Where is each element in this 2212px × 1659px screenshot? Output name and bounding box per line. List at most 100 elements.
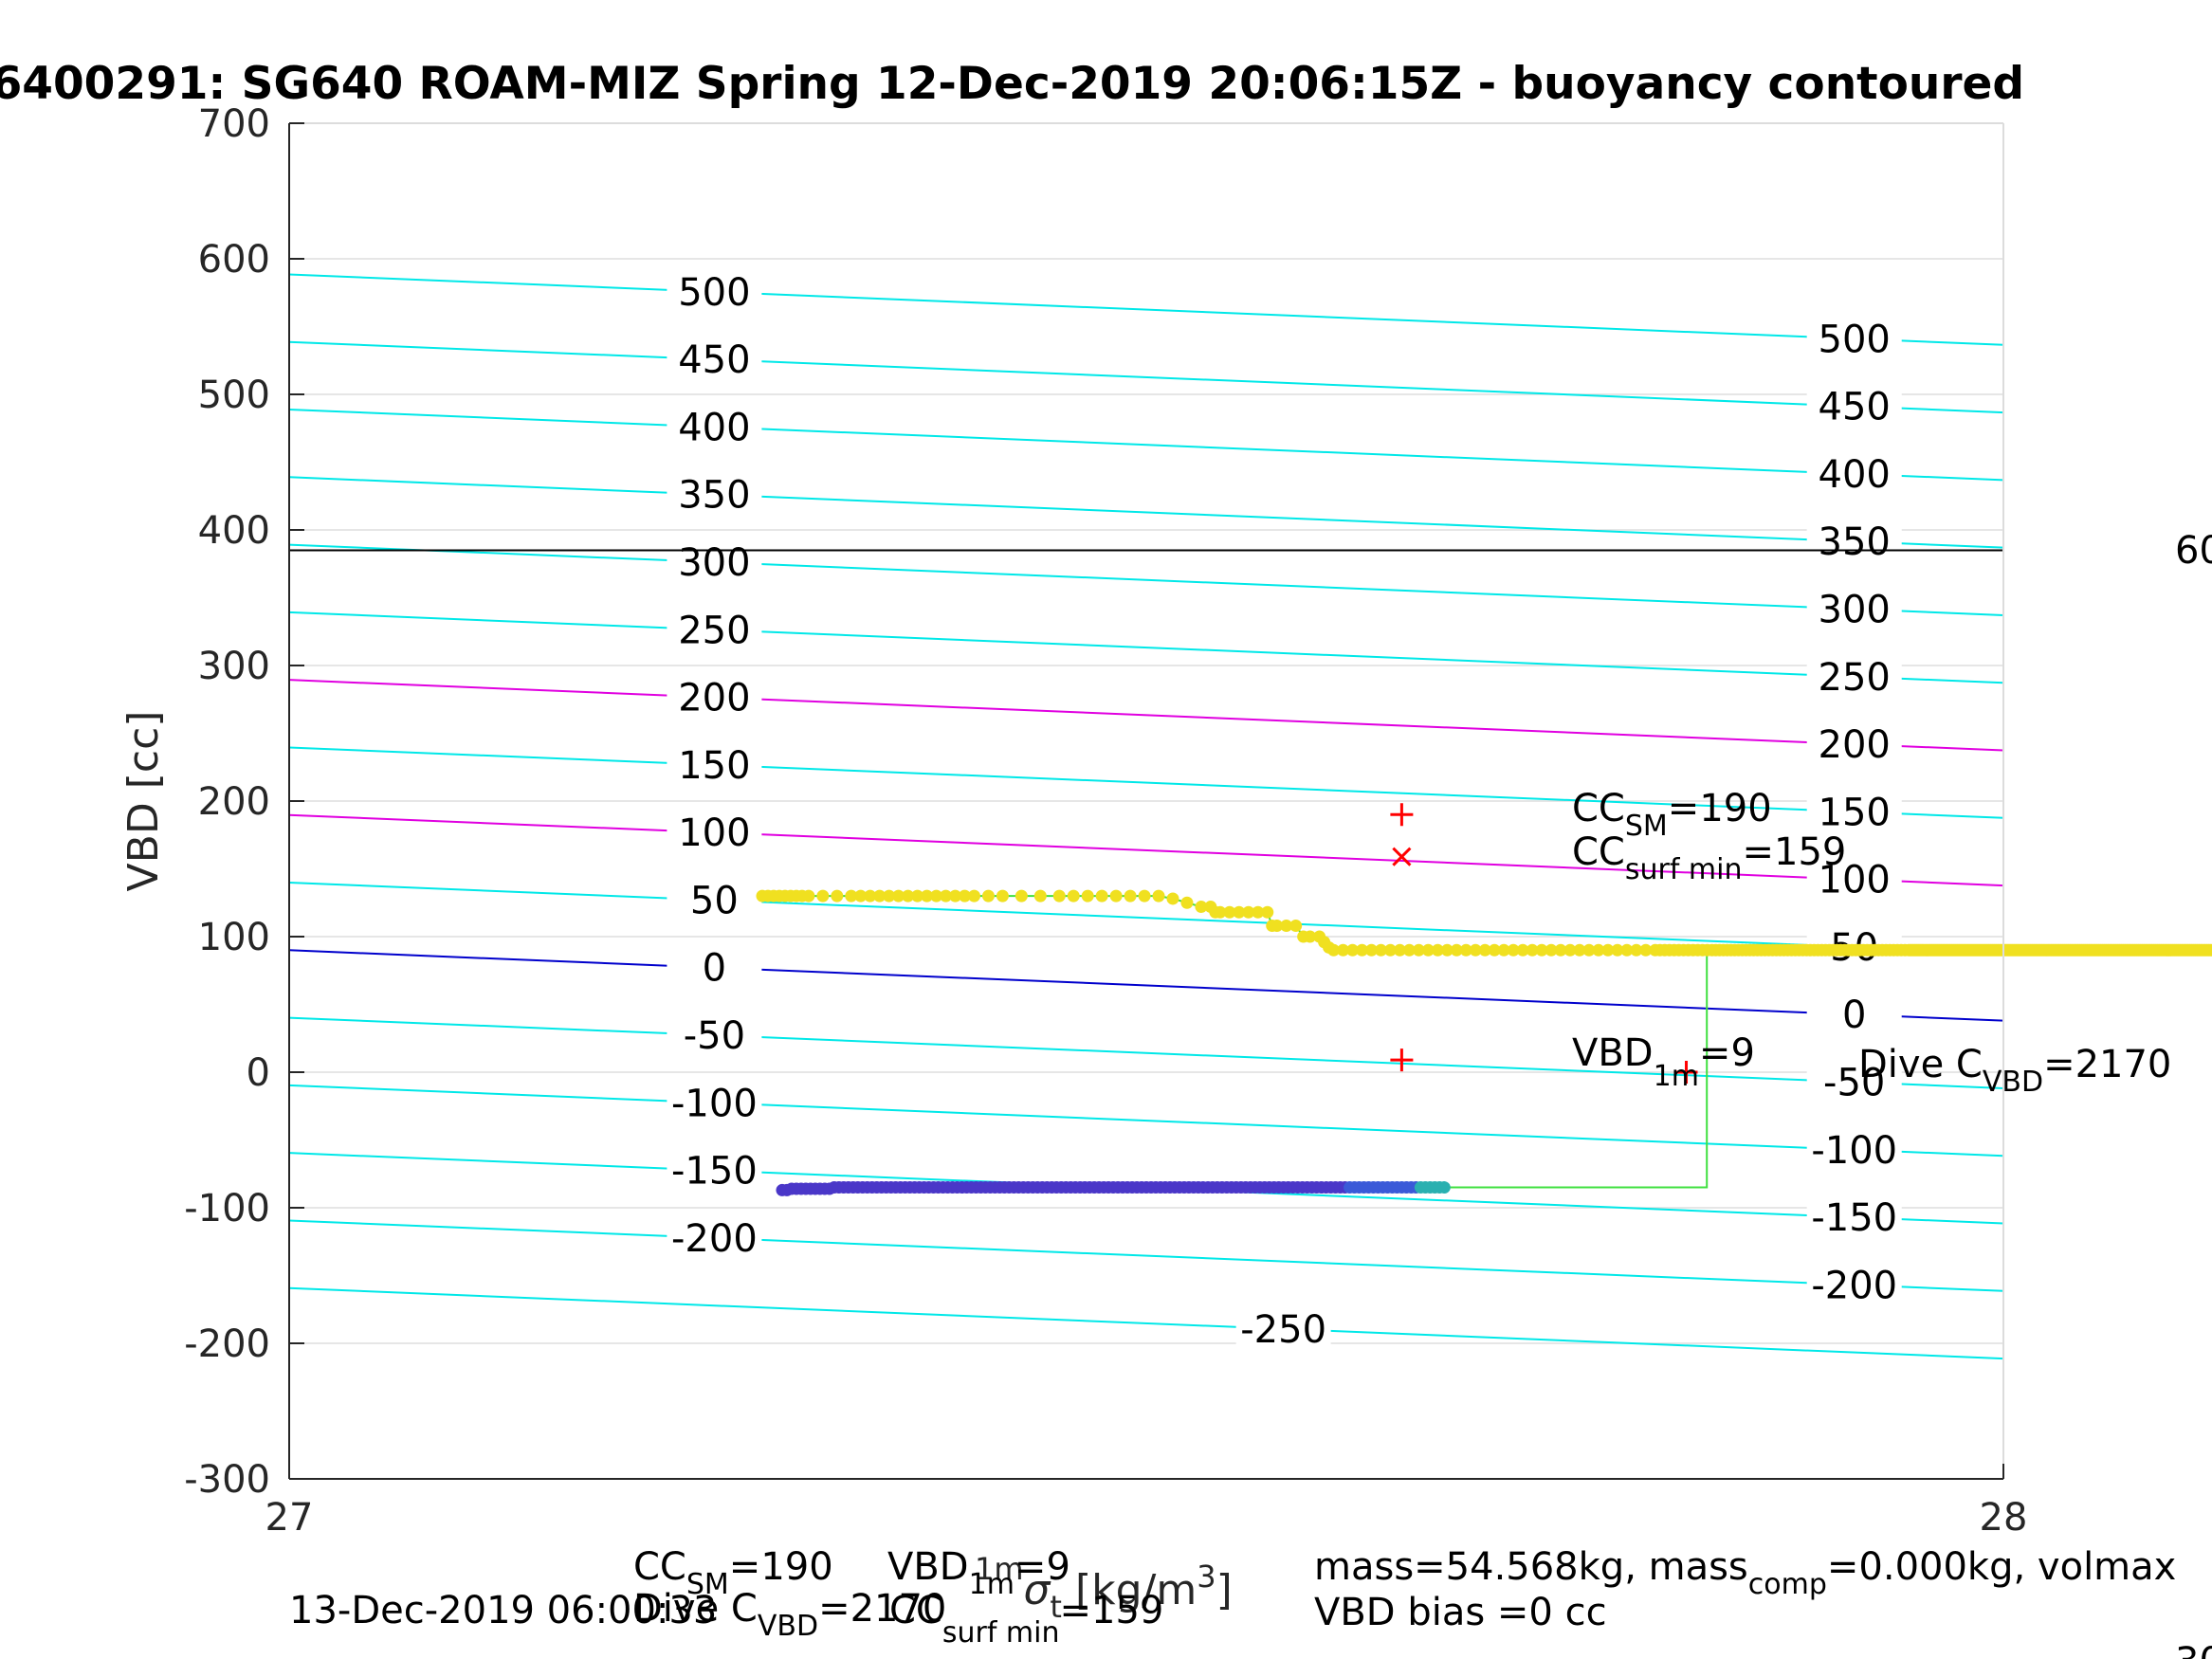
markers [1390, 803, 1698, 1084]
annotation-cc-surf-min: CCsurf min=159 [1572, 830, 1846, 886]
contour-line [288, 949, 2004, 1022]
data-point-descent [1015, 889, 1028, 902]
data-point-descent [831, 889, 844, 902]
data-point-descent [1280, 920, 1293, 933]
data-point-descent [864, 889, 877, 902]
y-tick-label: 200 [198, 780, 270, 824]
data-point-descent [1469, 943, 1482, 957]
contour-label-right: 100 [1819, 859, 1891, 902]
contour-label-bg [667, 672, 762, 715]
y-tick-label: 0 [247, 1051, 270, 1095]
contour-label-left: -100 [671, 1082, 758, 1125]
right-bottom-label: 30 [2175, 1640, 2212, 1659]
y-axis-label: VBD [cc] [119, 711, 168, 892]
contour-label-bg [1806, 1260, 1902, 1303]
right-edge-label: 60 [2175, 529, 2212, 573]
data-point-descent [1526, 943, 1539, 957]
contour-label-bg [667, 266, 762, 309]
contour-label-bg [1806, 1193, 1902, 1235]
contour-line [288, 1084, 2004, 1158]
data-point-ascent [1437, 1181, 1451, 1194]
data-point-descent [1095, 889, 1108, 902]
data-point-descent [1478, 943, 1491, 957]
contour-label-bg [1806, 651, 1902, 694]
data-point-descent [854, 889, 868, 902]
contour-line [288, 1016, 2004, 1089]
data-point-descent [967, 889, 980, 902]
data-point-descent [1412, 943, 1425, 957]
y-tick-label: 500 [198, 374, 270, 417]
contour-line [288, 476, 2004, 549]
data-point-descent [1138, 889, 1151, 902]
y-tick-label: 400 [198, 509, 270, 553]
contour-label-bg [1806, 517, 1902, 559]
y-tick-label: 700 [198, 102, 270, 146]
data-point-descent [1563, 943, 1577, 957]
data-point-descent [883, 889, 896, 902]
contour-label-left: 50 [690, 879, 739, 922]
data-point-descent [1573, 943, 1586, 957]
data-point-descent [1620, 943, 1634, 957]
contour-label-bg [1806, 787, 1902, 830]
annotation-cc-sm: CCSM=190 [1572, 787, 1772, 843]
data-point-descent [816, 889, 830, 902]
data-point-descent [1152, 889, 1165, 902]
contour-label-right: 450 [1819, 386, 1891, 429]
marker-plus [1390, 803, 1414, 827]
data-point-descent [1109, 889, 1123, 902]
data-point-descent [802, 889, 815, 902]
contour-label-bg [1806, 448, 1902, 491]
x-tick-label: 28 [1980, 1496, 2028, 1540]
data-point-descent [996, 889, 1009, 902]
contour-line [288, 813, 2004, 887]
contour-label-bg [1806, 314, 1902, 356]
marker-plus [1674, 1061, 1698, 1084]
contour-label-bg [667, 1011, 762, 1053]
contour-label-right: -150 [1811, 1196, 1897, 1240]
data-point-descent [921, 889, 934, 902]
x-ticks: 27 28 [265, 1464, 2028, 1540]
data-point-descent [1440, 943, 1453, 957]
footer-vbd-bias: VBD bias =0 cc [1314, 1591, 1607, 1634]
data-point-descent [1364, 943, 1378, 957]
contour-label-right: 200 [1819, 723, 1891, 767]
data-point-descent [1223, 905, 1236, 919]
data-point-descent [1124, 889, 1137, 902]
x-axis-label: 1mσt [kg/m3] [975, 1551, 1233, 1625]
data-point-descent [1431, 943, 1444, 957]
data-point-descent [1630, 943, 1643, 957]
data-point-descent [1383, 943, 1397, 957]
y-tick-label: -300 [184, 1458, 270, 1502]
footer-date: 13-Dec-2019 06:00:33 [289, 1589, 717, 1632]
contour-label-bg [1806, 921, 1902, 964]
data-point-descent [1356, 943, 1369, 957]
contour-label-right: 400 [1819, 453, 1891, 497]
contour-label-left: 0 [703, 947, 726, 991]
contour-label-bg [1806, 584, 1902, 627]
data-point-descent [1233, 905, 1246, 919]
data-point-descent [1214, 905, 1227, 919]
contour-label-bg [667, 1145, 762, 1188]
contour-label-bg [667, 1212, 762, 1255]
data-point-descent [1488, 943, 1501, 957]
data-point-descent [1081, 889, 1094, 902]
contour-label-bg [667, 605, 762, 647]
data-point-descent [1450, 943, 1463, 957]
data-point-descent [1402, 943, 1416, 957]
contour-line [288, 679, 2004, 752]
contour-line [288, 882, 2004, 955]
footer-vbd-1m: VBD1m=9 [887, 1545, 1070, 1601]
data-point-descent [1252, 905, 1265, 919]
marker-cross [1392, 847, 1412, 866]
data-point-descent [1180, 896, 1194, 909]
data-point-descent [1304, 930, 1317, 943]
contour-label-left: 500 [678, 271, 750, 315]
y-tick-label: 300 [198, 645, 270, 688]
contour-label-bg [667, 1078, 762, 1121]
data-point-descent [2208, 944, 2212, 956]
data-point-descent [902, 889, 915, 902]
y-tick-label: -100 [184, 1187, 270, 1231]
contour-label-bg [1806, 1057, 1902, 1100]
contour-label-bg [667, 402, 762, 445]
